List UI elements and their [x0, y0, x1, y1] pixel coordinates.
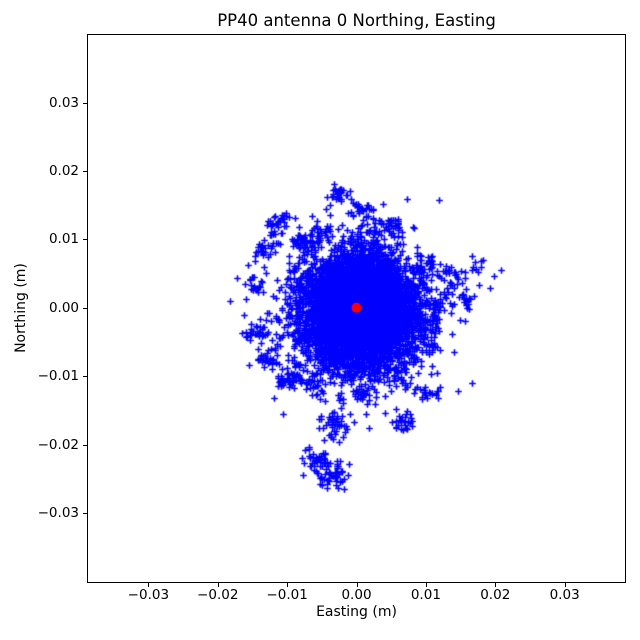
- y-tick-label: 0.02: [48, 163, 79, 180]
- x-tick-label: −0.02: [197, 587, 239, 603]
- y-tick-label: −0.01: [37, 368, 79, 385]
- y-tick-label: 0.03: [48, 94, 79, 111]
- y-tick-label: 0.01: [48, 231, 79, 248]
- y-tick-label: −0.02: [37, 436, 79, 453]
- y-tick-label: 0.00: [48, 299, 79, 316]
- x-tick-mark: [564, 583, 566, 587]
- x-tick-mark: [217, 583, 219, 587]
- scatter-canvas: [88, 35, 625, 582]
- x-tick-mark: [287, 583, 289, 587]
- y-tick-mark: [83, 171, 87, 173]
- y-tick-mark: [83, 307, 87, 309]
- y-tick-mark: [83, 512, 87, 514]
- y-tick-mark: [83, 376, 87, 378]
- x-tick-label: −0.01: [266, 587, 308, 603]
- y-tick-mark: [83, 444, 87, 446]
- x-axis-label: Easting (m): [316, 604, 397, 620]
- x-tick-mark: [425, 583, 427, 587]
- x-tick-label: −0.03: [127, 587, 170, 603]
- chart-title: PP40 antenna 0 Northing, Easting: [217, 11, 496, 30]
- x-tick-mark: [356, 583, 358, 587]
- plot-area: [87, 34, 626, 583]
- x-tick-label: 0.01: [410, 587, 441, 603]
- y-axis-label: Northing (m): [13, 263, 29, 353]
- x-tick-mark: [495, 583, 497, 587]
- x-tick-label: 0.00: [341, 587, 372, 603]
- x-tick-label: 0.02: [480, 587, 511, 603]
- y-tick-mark: [83, 239, 87, 241]
- x-tick-label: 0.03: [549, 587, 580, 603]
- y-tick-label: −0.03: [37, 504, 79, 521]
- x-tick-mark: [148, 583, 150, 587]
- y-tick-mark: [83, 102, 87, 104]
